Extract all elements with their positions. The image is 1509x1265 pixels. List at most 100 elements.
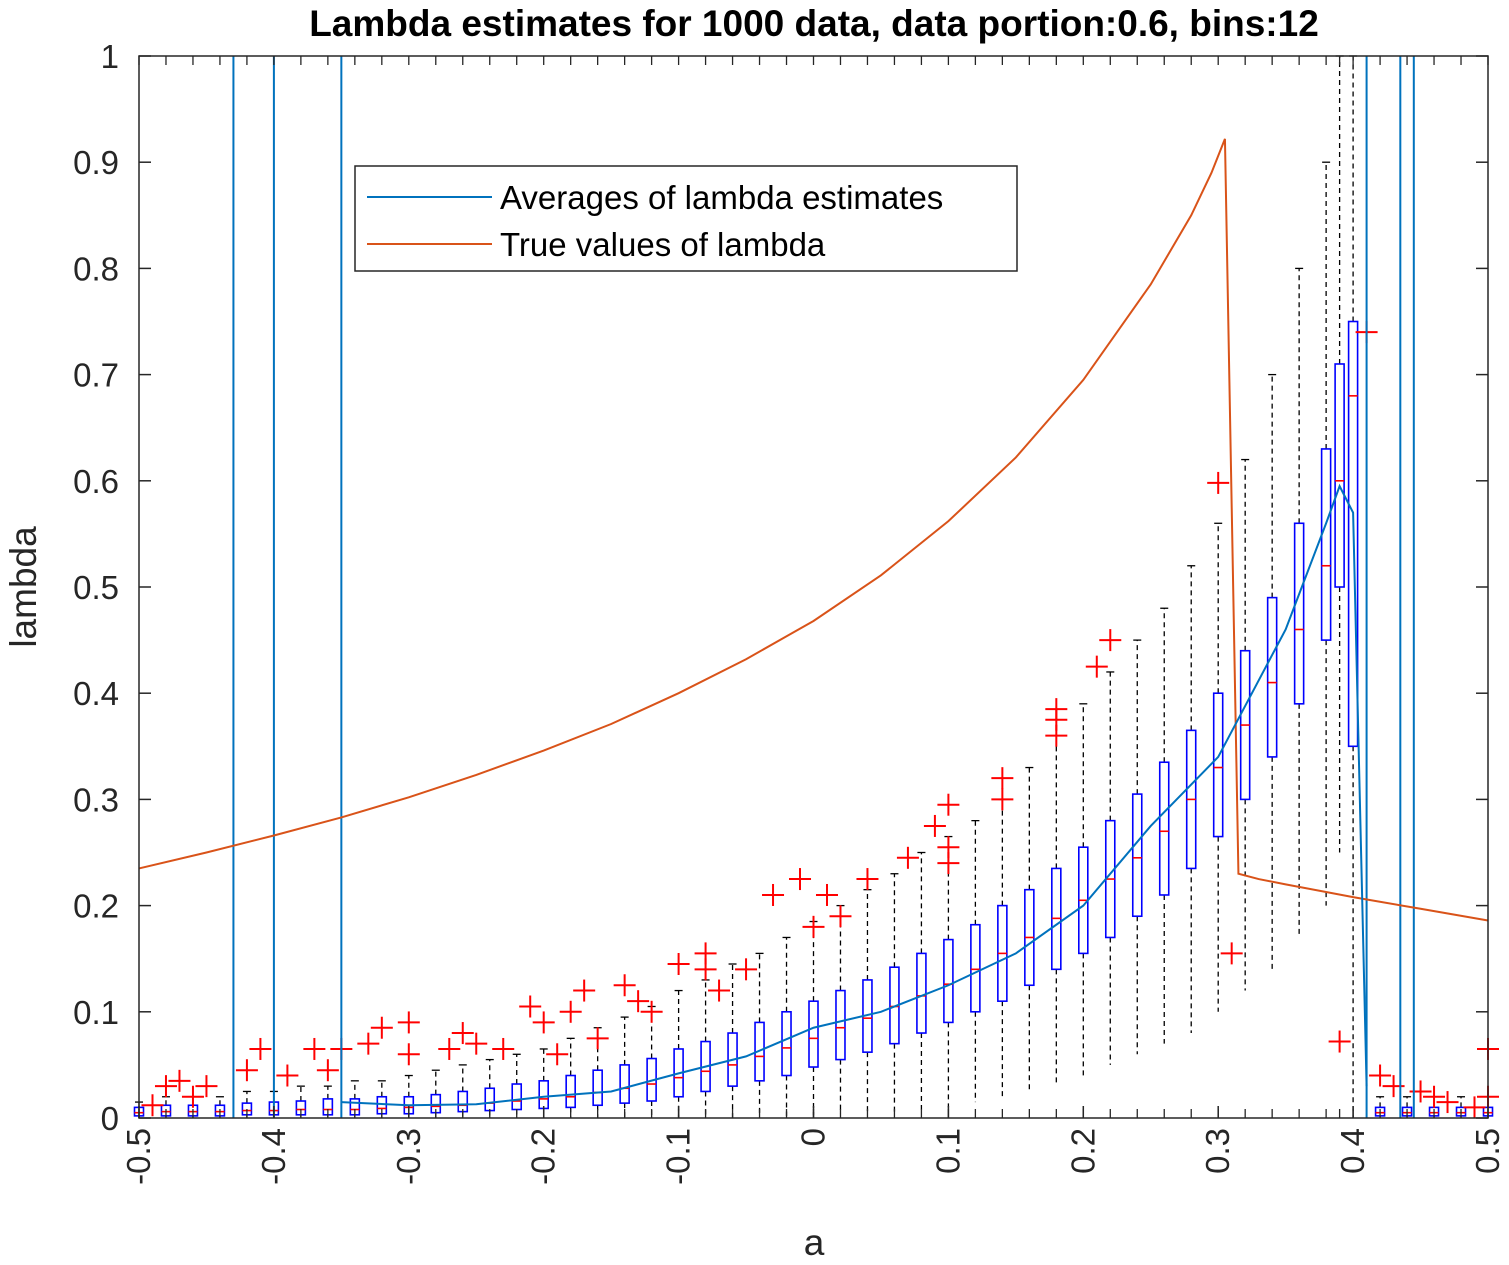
outlier-point: [829, 905, 852, 928]
box: [1212, 692, 1224, 838]
x-tick-label: -0.1: [660, 1128, 697, 1185]
outlier-point: [519, 995, 542, 1018]
outlier-point: [923, 814, 946, 837]
x-tick-label: 0.1: [929, 1128, 966, 1174]
outlier-point: [546, 1043, 569, 1066]
outlier-point: [532, 1011, 555, 1034]
box: [1347, 320, 1359, 748]
outlier-point: [154, 1075, 177, 1098]
outlier-point: [249, 1037, 272, 1060]
box: [1320, 448, 1332, 641]
outlier-point: [1463, 1096, 1486, 1119]
y-tick-label: 1: [101, 38, 119, 75]
box: [970, 923, 981, 1013]
x-tick-label: -0.5: [120, 1128, 157, 1185]
outlier-point: [195, 1075, 218, 1098]
outlier-point: [1369, 1064, 1392, 1087]
outlier-point: [397, 1011, 420, 1034]
outlier-point: [991, 767, 1014, 790]
outlier-point: [815, 883, 838, 906]
outlier-point: [789, 868, 812, 891]
outlier-point: [1099, 629, 1122, 652]
legend: Averages of lambda estimates True values…: [354, 165, 1018, 272]
x-tick-label: 0.5: [1469, 1128, 1506, 1174]
outlier-point: [397, 1043, 420, 1066]
outlier-point: [141, 1094, 164, 1117]
outlier-point: [303, 1037, 326, 1060]
box: [1334, 363, 1345, 588]
y-tick-label: 0.5: [73, 569, 119, 606]
box: [943, 938, 954, 1024]
x-tick-label: 0: [795, 1128, 832, 1146]
outlier-point: [1220, 942, 1243, 965]
outlier-point: [937, 852, 960, 875]
outlier-point: [492, 1037, 515, 1060]
outlier-point: [735, 958, 758, 981]
outlier-point: [937, 793, 960, 816]
outlier-point: [1045, 724, 1068, 747]
outlier-point: [627, 990, 650, 1013]
outlier-point: [276, 1064, 299, 1087]
box: [592, 1069, 603, 1107]
box: [1131, 793, 1143, 918]
x-tick-label: 0.2: [1064, 1128, 1101, 1174]
legend-entry-true: True values of lambda: [500, 226, 826, 263]
outlier-point: [451, 1022, 474, 1045]
outlier-point: [991, 788, 1014, 811]
outlier-point: [896, 846, 919, 869]
series-line-average: [341, 483, 1368, 1107]
outlier-point: [465, 1032, 488, 1055]
outlier-point: [762, 883, 785, 906]
box: [835, 989, 846, 1061]
outlier-point: [667, 953, 690, 976]
outlier-point: [802, 915, 825, 938]
box: [619, 1064, 630, 1104]
outlier-point: [357, 1032, 380, 1055]
box: [781, 1010, 792, 1077]
outlier-point: [1423, 1085, 1446, 1108]
outlier-point: [1436, 1091, 1459, 1114]
outlier-point: [573, 979, 596, 1002]
outlier-point: [1328, 1030, 1351, 1053]
legend-box: [354, 165, 1018, 272]
outlier-point: [694, 958, 717, 981]
x-axis-label: a: [804, 1222, 825, 1263]
outlier-point: [586, 1027, 609, 1050]
outlier-point: [370, 1016, 393, 1039]
outlier-point: [168, 1069, 191, 1092]
x-tick-label: 0.3: [1199, 1128, 1236, 1174]
outlier-point: [559, 1000, 582, 1023]
y-tick-label: 0.3: [73, 781, 119, 818]
axes: -0.5 -0.4 -0.3 -0.2 -0.1 0 0.1 0.2 0.3 0.4 0.5 0 0.1…: [73, 38, 1506, 1185]
y-tick-label: 0.9: [73, 144, 119, 181]
x-tick-label: -0.4: [255, 1128, 292, 1185]
y-axis-label: lambda: [3, 526, 44, 648]
chart-title: Lambda estimates for 1000 data, data por…: [309, 3, 1319, 44]
x-tick-label: -0.2: [525, 1128, 562, 1185]
y-tick-label: 0.6: [73, 463, 119, 500]
box: [1266, 596, 1278, 758]
box: [565, 1074, 576, 1109]
box: [1293, 522, 1305, 705]
outlier-point: [316, 1059, 339, 1082]
box: [808, 1000, 819, 1068]
y-tick-label: 0.7: [73, 357, 119, 394]
outlier-point: [640, 1000, 663, 1023]
outlier-point: [613, 974, 636, 997]
outlier-point: [181, 1085, 204, 1108]
outlier-point: [1085, 655, 1108, 678]
x-tick-label: -0.3: [390, 1128, 427, 1185]
y-tick-label: 0.4: [73, 675, 119, 712]
y-tick-label: 0.2: [73, 888, 119, 925]
y-tick-label: 0.1: [73, 994, 119, 1031]
outlier-point: [438, 1037, 461, 1060]
box: [1158, 761, 1170, 896]
legend-entry-average: Averages of lambda estimates: [500, 179, 943, 216]
outlier-point: [856, 868, 879, 891]
x-tick-label: 0.4: [1334, 1128, 1371, 1174]
series-line-true: [138, 138, 1489, 922]
outlier-point: [708, 979, 731, 1002]
outlier-point: [1207, 471, 1230, 494]
